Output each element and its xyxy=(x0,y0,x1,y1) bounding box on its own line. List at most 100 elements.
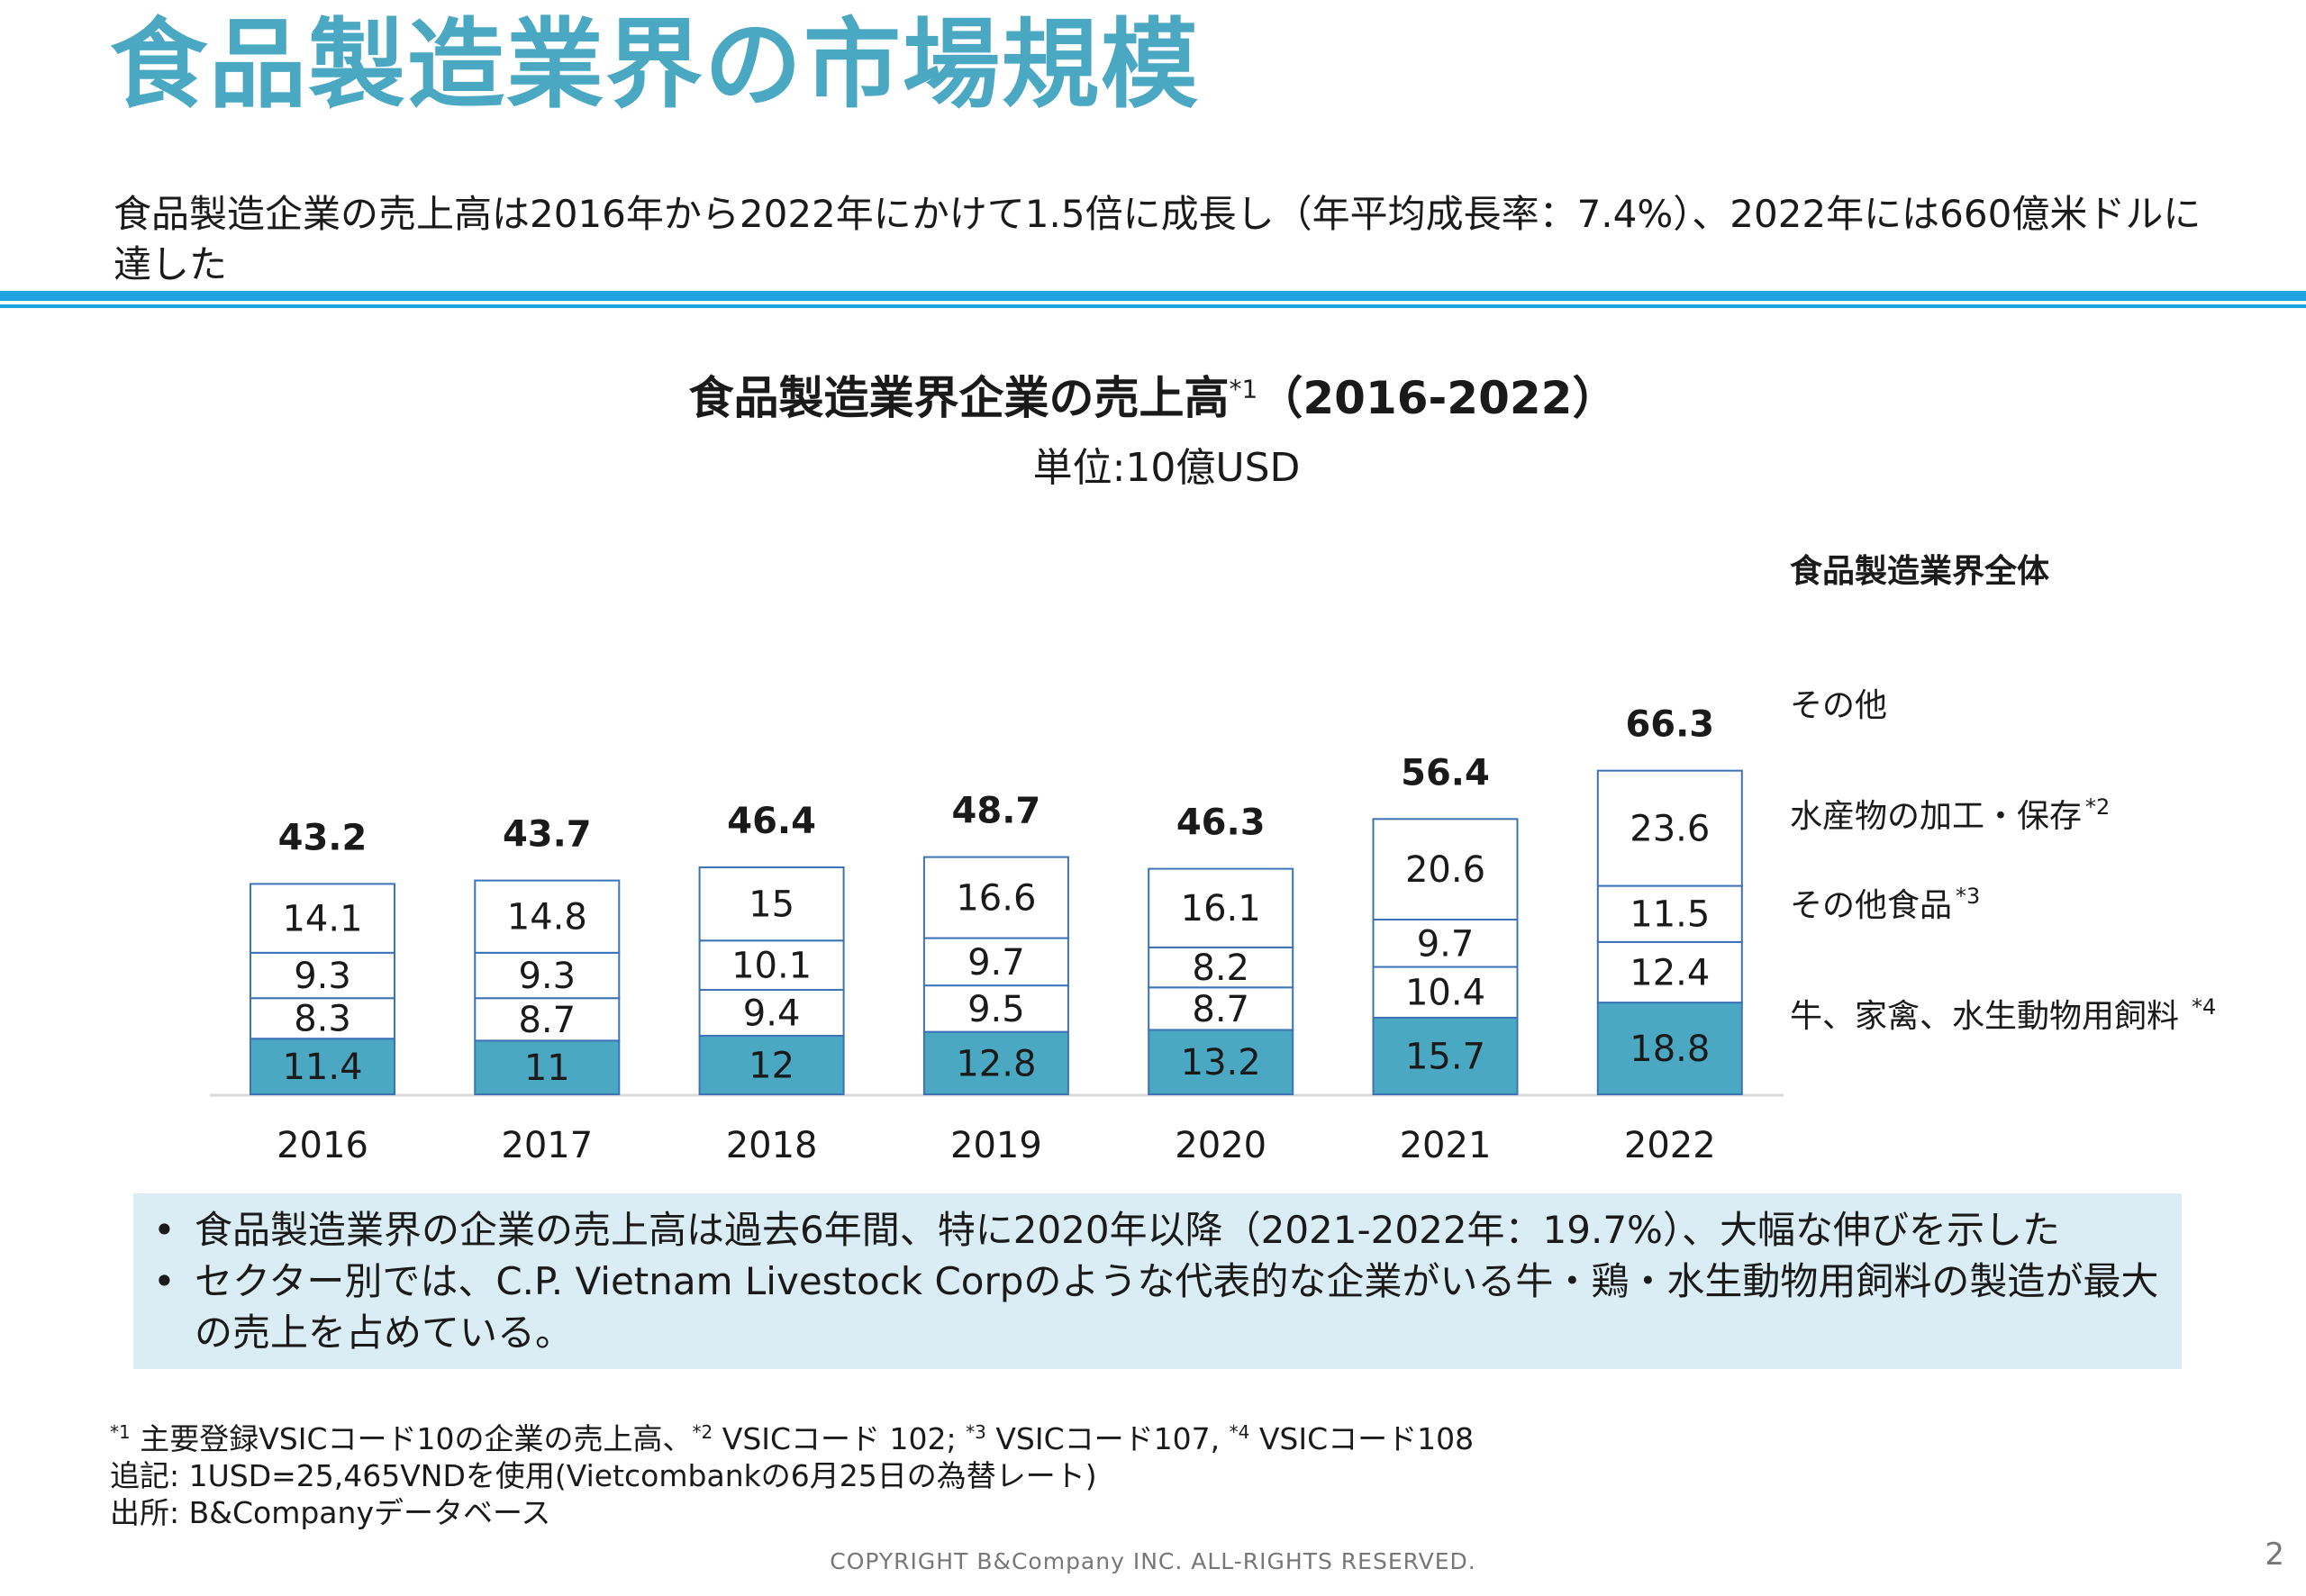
summary-list: • 食品製造業界の企業の売上高は過去6年間、特に2020年以降（2021-2022… xyxy=(133,1193,2182,1358)
total-label: 66.3 xyxy=(1625,704,1714,746)
header-rule xyxy=(0,291,2306,301)
data-label: 13.2 xyxy=(1181,1042,1261,1084)
chart-unit: 単位:10億USD xyxy=(1032,445,1301,491)
summary-text-1: 食品製造業界の企業の売上高は過去6年間、特に2020年以降（2021-2022年… xyxy=(195,1208,2060,1252)
data-label: 15 xyxy=(749,884,794,926)
bar-segment xyxy=(250,1038,395,1096)
chart-title-range: （2016-2022） xyxy=(1257,372,1618,424)
legend-label: 牛、家禽、水生動物用飼料 *4 xyxy=(1790,994,2216,1035)
x-tick-label: 2019 xyxy=(950,1125,1042,1166)
data-label: 14.8 xyxy=(507,897,587,939)
bar-segment xyxy=(1148,1029,1294,1096)
footnote-mark: *4 xyxy=(1229,1421,1250,1443)
bar-segment xyxy=(250,883,395,954)
chart-title-footnote-mark: *1 xyxy=(1229,374,1258,404)
bar-segment xyxy=(1148,986,1294,1031)
data-label: 8.3 xyxy=(294,999,351,1040)
bar-segment xyxy=(1596,884,1743,943)
legend-footnote-mark: *3 xyxy=(1956,884,1980,909)
footnote-line-3: 出所: B&Companyデータベース xyxy=(110,1495,551,1530)
copyright: COPYRIGHT B&Company INC. ALL-RIGHTS RESE… xyxy=(830,1548,1476,1574)
x-tick-label: 2022 xyxy=(1624,1125,1716,1166)
bar-segment xyxy=(1596,769,1743,887)
data-label: 8.7 xyxy=(518,1000,576,1041)
lead-text: 食品製造企業の売上高は2016年から2022年にかけて1.5倍に成長し（年平均成… xyxy=(113,192,2202,286)
header-rule-thin xyxy=(0,304,2306,308)
data-label: 12.8 xyxy=(956,1043,1036,1084)
bar-segment xyxy=(922,856,1069,939)
bar-segment xyxy=(1148,867,1294,948)
total-label: 46.3 xyxy=(1176,803,1266,844)
data-label: 11 xyxy=(524,1047,570,1089)
x-tick-label: 2017 xyxy=(501,1125,593,1166)
data-label: 9.3 xyxy=(518,956,576,997)
legend-total-label: 食品製造業界全体 xyxy=(1790,552,2049,590)
data-label: 11.4 xyxy=(282,1047,362,1088)
data-label: 8.2 xyxy=(1192,948,1249,989)
summary-box: • 食品製造業界の企業の売上高は過去6年間、特に2020年以降（2021-2022… xyxy=(133,1193,2182,1369)
data-label: 9.5 xyxy=(967,989,1025,1030)
bar-segment xyxy=(922,984,1069,1033)
data-label: 10.4 xyxy=(1405,973,1485,1014)
footnote-text: VSICコード 102; xyxy=(713,1421,967,1456)
data-label: 18.8 xyxy=(1630,1029,1710,1070)
data-label: 8.7 xyxy=(1192,989,1249,1030)
bar-segment xyxy=(698,989,845,1037)
legend-label: その他 xyxy=(1790,687,1887,724)
summary-item: • 食品製造業界の企業の売上高は過去6年間、特に2020年以降（2021-2022… xyxy=(153,1204,2182,1256)
bar-segment xyxy=(1596,940,1743,1004)
bar-segment xyxy=(1372,966,1519,1019)
data-label: 11.5 xyxy=(1630,894,1710,936)
legend-label: その他食品 *3 xyxy=(1790,884,1980,924)
data-label: 9.7 xyxy=(967,942,1025,984)
summary-text-2: セクター別では、C.P. Vietnam Livestock Corpのような代… xyxy=(195,1259,2159,1355)
data-label: 9.3 xyxy=(294,956,351,997)
data-label: 12.4 xyxy=(1630,953,1710,994)
data-label: 16.1 xyxy=(1181,888,1261,929)
bar-segment xyxy=(1372,818,1519,920)
bar-segment xyxy=(474,879,621,954)
footnote-mark: *1 xyxy=(110,1421,131,1443)
total-label: 43.7 xyxy=(503,814,592,856)
x-tick-label: 2020 xyxy=(1175,1125,1266,1166)
stacked-bar-chart: 11.48.39.314.143.22016118.79.314.843.720… xyxy=(210,552,2216,1166)
data-label: 20.6 xyxy=(1405,849,1485,891)
bar-segment xyxy=(922,1030,1069,1096)
bar-segment xyxy=(250,997,395,1040)
x-tick-label: 2018 xyxy=(726,1125,818,1166)
bar-segment xyxy=(922,937,1069,987)
data-label: 23.6 xyxy=(1630,809,1710,850)
bar-segment xyxy=(474,1039,621,1096)
bar-segment xyxy=(250,951,395,1000)
data-label: 10.1 xyxy=(731,946,812,987)
footnote-mark: *2 xyxy=(692,1421,713,1443)
footnote-text: 主要登録VSICコード10の企業の売上高、 xyxy=(130,1421,693,1456)
footnotes: *1 主要登録VSICコード10の企業の売上高、*2 VSICコード 102; … xyxy=(110,1414,1474,1531)
bar-segment xyxy=(1372,1016,1519,1096)
footnote-text: VSICコード108 xyxy=(1249,1421,1475,1456)
bullet-icon: • xyxy=(153,1259,176,1303)
data-label: 9.7 xyxy=(1417,923,1475,965)
chart-title-text: 食品製造業界企業の売上高 xyxy=(688,372,1230,424)
legend-label: 水産物の加工・保存 *2 xyxy=(1790,794,2110,835)
bar-segment xyxy=(698,866,845,942)
bullet-icon: • xyxy=(153,1208,176,1252)
data-label: 15.7 xyxy=(1405,1036,1485,1077)
footnote-mark: *3 xyxy=(966,1421,986,1443)
bar-segment xyxy=(1596,1002,1743,1096)
total-label: 43.2 xyxy=(278,817,368,858)
footnote-line-2: 追記: 1USD=25,465VNDを使用(Vietcombankの6月25日の… xyxy=(110,1458,1097,1493)
x-tick-label: 2021 xyxy=(1400,1125,1492,1166)
data-label: 12 xyxy=(749,1045,794,1086)
data-label: 16.6 xyxy=(956,878,1036,920)
footnote-line-1: *1 主要登録VSICコード10の企業の売上高、*2 VSICコード 102; … xyxy=(110,1414,1474,1457)
footnote-text: VSICコード107, xyxy=(985,1421,1230,1456)
bar-segment xyxy=(474,997,621,1042)
total-label: 48.7 xyxy=(952,791,1041,832)
total-label: 46.4 xyxy=(727,801,816,842)
data-label: 14.1 xyxy=(282,899,362,940)
legend-footnote-mark: *4 xyxy=(2192,994,2216,1020)
data-label: 9.4 xyxy=(743,993,801,1034)
bar-segment xyxy=(1372,918,1519,968)
bar-segment xyxy=(698,1034,845,1095)
